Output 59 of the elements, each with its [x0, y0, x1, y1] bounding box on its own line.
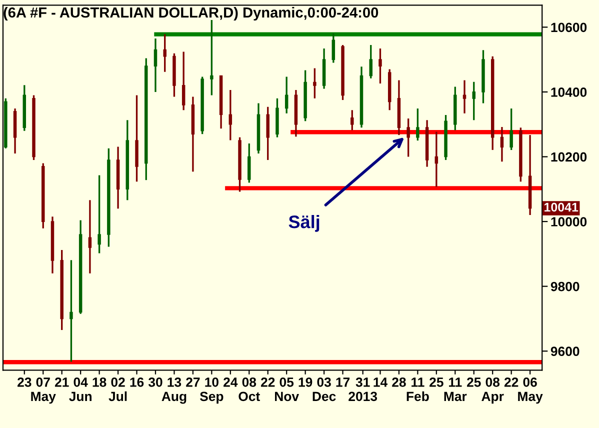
candlestick [472, 81, 476, 121]
candlestick [88, 199, 92, 274]
x-tick-label: 08 Apr [482, 378, 504, 404]
x-tick-label: 05 Nov [275, 378, 299, 402]
x-tick-label: 22 [260, 378, 275, 387]
x-tick-label: 11 Mar [444, 378, 467, 402]
x-tick-label: 02 Jul [108, 378, 127, 402]
candlestick [416, 108, 420, 142]
candlestick [378, 48, 382, 84]
x-tick-label: 18 [92, 378, 106, 387]
annotation: Sälj [288, 215, 320, 232]
candlestick [510, 108, 513, 151]
x-tick-label: 07 May [31, 378, 56, 404]
x-tick-label: 14 [374, 378, 388, 387]
annotation: 10041 [544, 202, 578, 212]
candlestick [228, 89, 232, 142]
x-tick-label: 19 [298, 378, 312, 387]
x-tick-label: 11 Feb [406, 378, 429, 402]
candlestick [500, 126, 504, 162]
x-tick-label: 08 Oct [238, 378, 260, 402]
x-tick-label: 28 [392, 378, 406, 387]
candlestick [163, 33, 166, 73]
x-tick-label: 30 [148, 378, 162, 387]
candlestick [248, 142, 251, 184]
candlestick [210, 19, 214, 96]
x-tick-label: 25 [466, 378, 481, 387]
x-tick-label: 23 [18, 378, 32, 387]
x-tick-label: 13 Aug [162, 378, 186, 404]
candlestick [182, 50, 186, 111]
y-tick-label: 9800 [550, 282, 580, 292]
x-tick-label: 10 Sep [200, 378, 224, 404]
candlestick [70, 259, 73, 363]
x-tick-label: 16 [130, 378, 144, 387]
x-tick-label: 27 [186, 378, 200, 387]
candlestick [98, 174, 101, 254]
candlestick [369, 44, 372, 80]
x-tick-label: 06 May [518, 378, 543, 404]
candlestick [154, 38, 158, 93]
x-tick-label: 21 [54, 378, 69, 387]
y-tick-label: 10200 [551, 152, 587, 162]
candlestick [406, 118, 410, 158]
candlestick [266, 106, 270, 161]
y-tick-label: 9600 [550, 346, 580, 356]
x-tick-label: 04 Jun [69, 378, 92, 402]
candlestick [434, 130, 438, 188]
x-tick-label: 24 [224, 378, 238, 387]
candlestick [350, 109, 354, 132]
chart-title: (6A #F - AUSTRALIAN DOLLAR,D) Dynamic,0:00-24:00 [4, 6, 378, 21]
candlestick [313, 67, 316, 100]
x-tick-label: 17 [336, 378, 350, 387]
x-tick-label: 25 [430, 378, 444, 387]
y-tick-label: 10400 [551, 88, 587, 97]
candlestick [332, 32, 336, 64]
y-tick-label: 10600 [551, 22, 587, 32]
candlestick [462, 79, 466, 114]
candlestick [284, 76, 288, 114]
y-tick-label: 10000 [551, 217, 587, 226]
x-tick-label: 22 [504, 378, 518, 387]
x-tick-label: 03 Dec [312, 378, 336, 402]
